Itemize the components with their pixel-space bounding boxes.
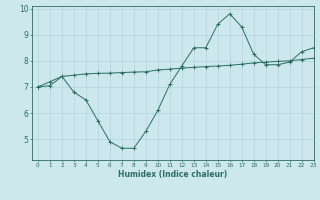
X-axis label: Humidex (Indice chaleur): Humidex (Indice chaleur)	[118, 170, 228, 179]
